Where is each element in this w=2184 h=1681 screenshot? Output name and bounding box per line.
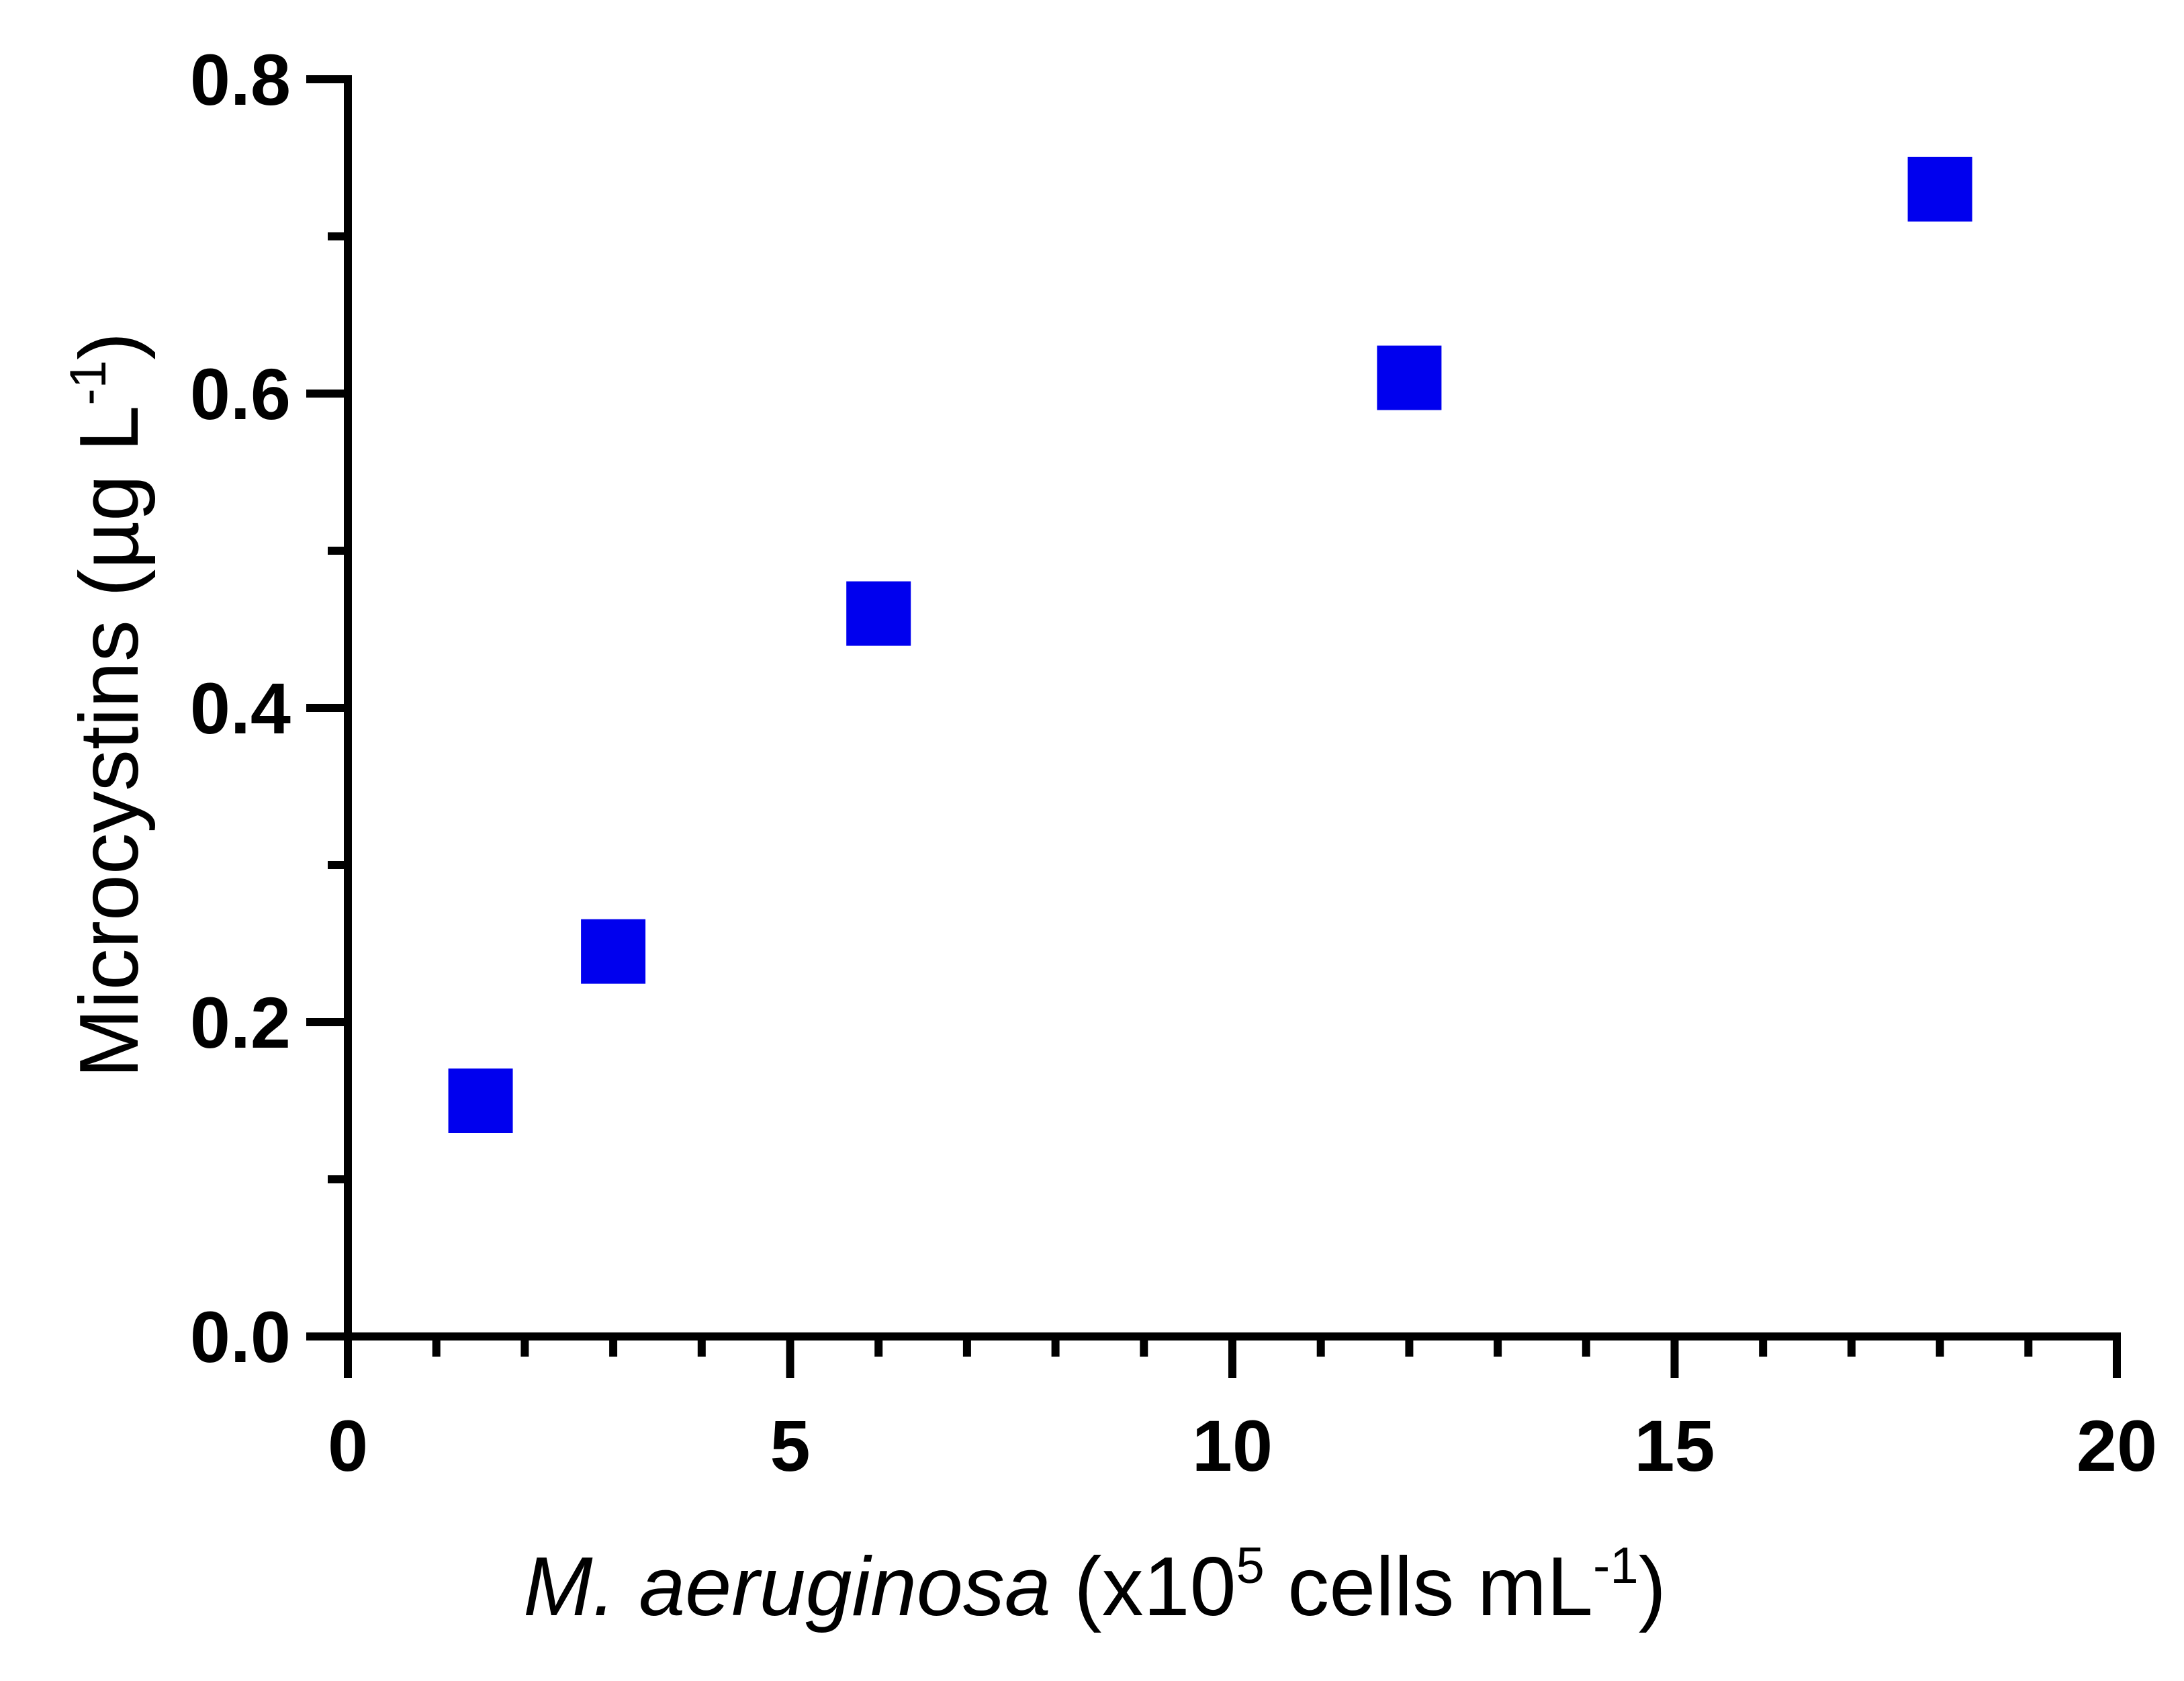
x-axis-title-sup2: -1 xyxy=(1593,1537,1639,1594)
y-axis-title-sup: -1 xyxy=(60,360,117,406)
data-point xyxy=(448,1069,513,1133)
y-axis-ticks xyxy=(306,75,348,1341)
x-axis-title-pre: (x10 xyxy=(1051,1541,1236,1633)
y-axis-tick-labels: 0.0 0.2 0.4 0.6 0.8 xyxy=(190,39,291,1377)
x-axis-title-post: ) xyxy=(1639,1541,1666,1633)
y-tick-label: 0.6 xyxy=(190,353,291,435)
y-axis-title: Microcystins (µg L-1) xyxy=(60,332,156,1079)
data-point xyxy=(846,581,911,646)
y-tick-label: 0.0 xyxy=(190,1296,291,1377)
y-axis-title-pre: Microcystins (µg L xyxy=(63,406,156,1079)
data-point xyxy=(1907,156,1972,222)
axes xyxy=(344,75,2121,1341)
x-axis-title-sup1: 5 xyxy=(1236,1537,1265,1594)
x-tick-label: 5 xyxy=(770,1405,810,1486)
y-tick-label: 0.8 xyxy=(190,39,291,120)
data-point xyxy=(581,919,646,984)
x-tick-label: 15 xyxy=(1634,1405,1715,1486)
y-tick-label: 0.2 xyxy=(190,982,291,1063)
x-axis-ticks xyxy=(344,1336,2121,1378)
data-points xyxy=(448,156,1972,1133)
x-tick-label: 0 xyxy=(328,1405,368,1486)
y-axis-title-post: ) xyxy=(63,332,156,360)
y-tick-label: 0.4 xyxy=(190,668,291,749)
x-tick-label: 20 xyxy=(2077,1405,2157,1486)
x-axis-tick-labels: 0 5 10 15 20 xyxy=(328,1405,2157,1486)
data-point xyxy=(1377,345,1442,410)
x-axis-title-mid: cells mL xyxy=(1265,1541,1593,1633)
x-axis-title: M. aeruginosa (x105 cells mL-1) xyxy=(523,1537,1666,1633)
x-axis-title-italic: M. aeruginosa xyxy=(523,1541,1051,1633)
x-tick-label: 10 xyxy=(1192,1405,1273,1486)
